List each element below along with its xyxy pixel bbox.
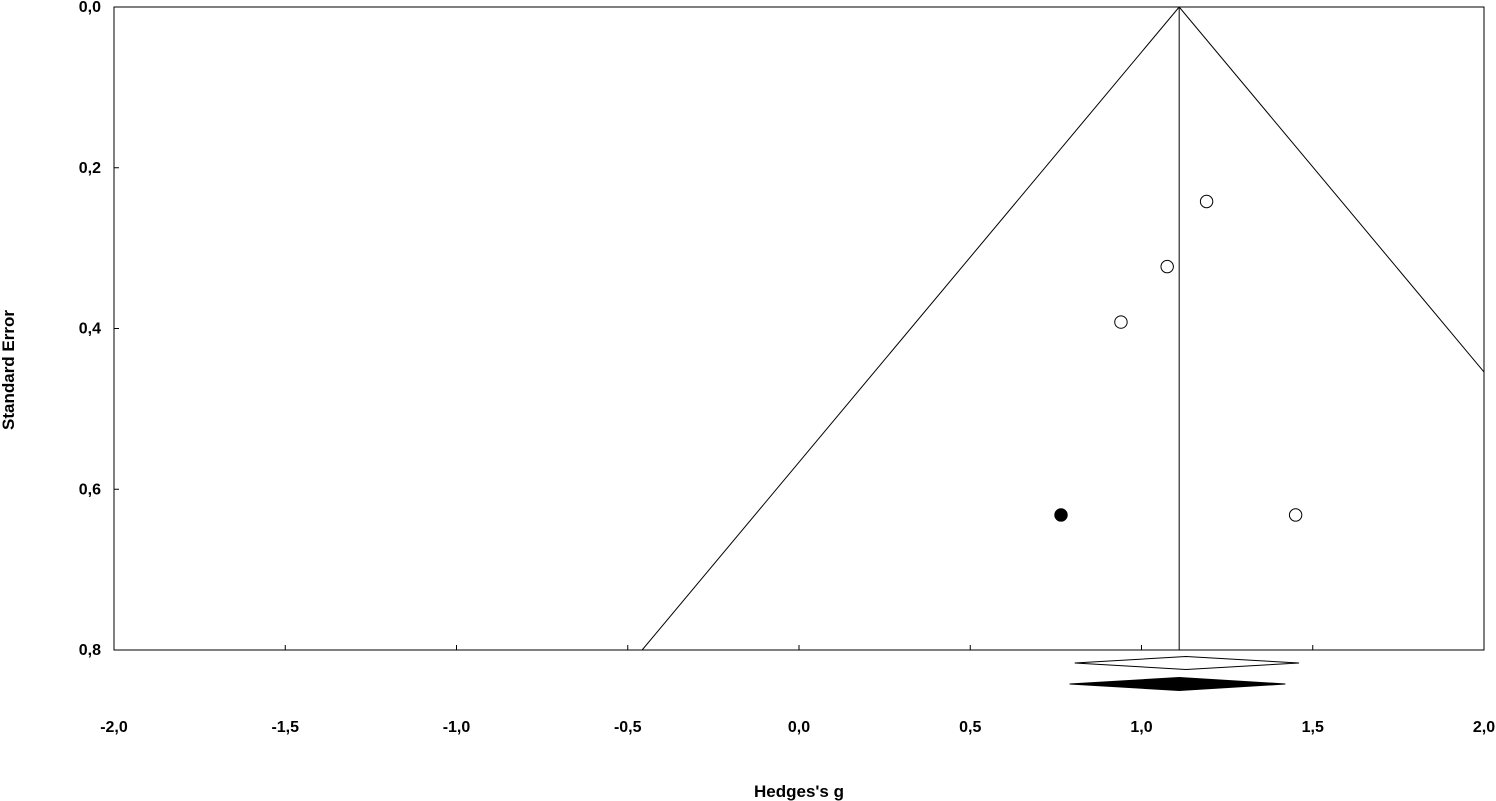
x-tick-label: 1,0 [1130, 719, 1152, 736]
study-point [1114, 315, 1128, 329]
y-tick-label: 0,6 [79, 481, 101, 498]
x-tick-label: -2,0 [100, 719, 128, 736]
imputed-study-point [1054, 508, 1068, 522]
y-axis-title: Standard Error [0, 310, 18, 430]
x-tick-label: 0,0 [788, 719, 810, 736]
y-tick-label: 0,2 [79, 160, 101, 177]
study-point [1160, 259, 1174, 274]
x-tick-label: -1,0 [443, 719, 471, 736]
funnel-left-line [641, 7, 1180, 650]
x-tick-label: 0,5 [959, 719, 981, 736]
adjusted-summary-diamond [1069, 676, 1286, 692]
observed-summary-diamond [1074, 655, 1300, 671]
y-tick-label: 0,0 [79, 0, 101, 16]
y-tick-label: 0,4 [79, 321, 101, 338]
study-point [1288, 508, 1303, 522]
x-tick-label: 2,0 [1473, 719, 1495, 736]
x-tick-label: -0,5 [614, 719, 642, 736]
x-tick-label: -1,5 [271, 719, 299, 736]
y-tick-label: 0,8 [79, 642, 101, 659]
x-axis-title: Hedges's g [754, 782, 844, 801]
x-tick-label: 1,5 [1302, 719, 1324, 736]
study-point [1199, 194, 1214, 209]
plot-frame [113, 6, 1485, 651]
funnel-right-line [1178, 7, 1484, 373]
